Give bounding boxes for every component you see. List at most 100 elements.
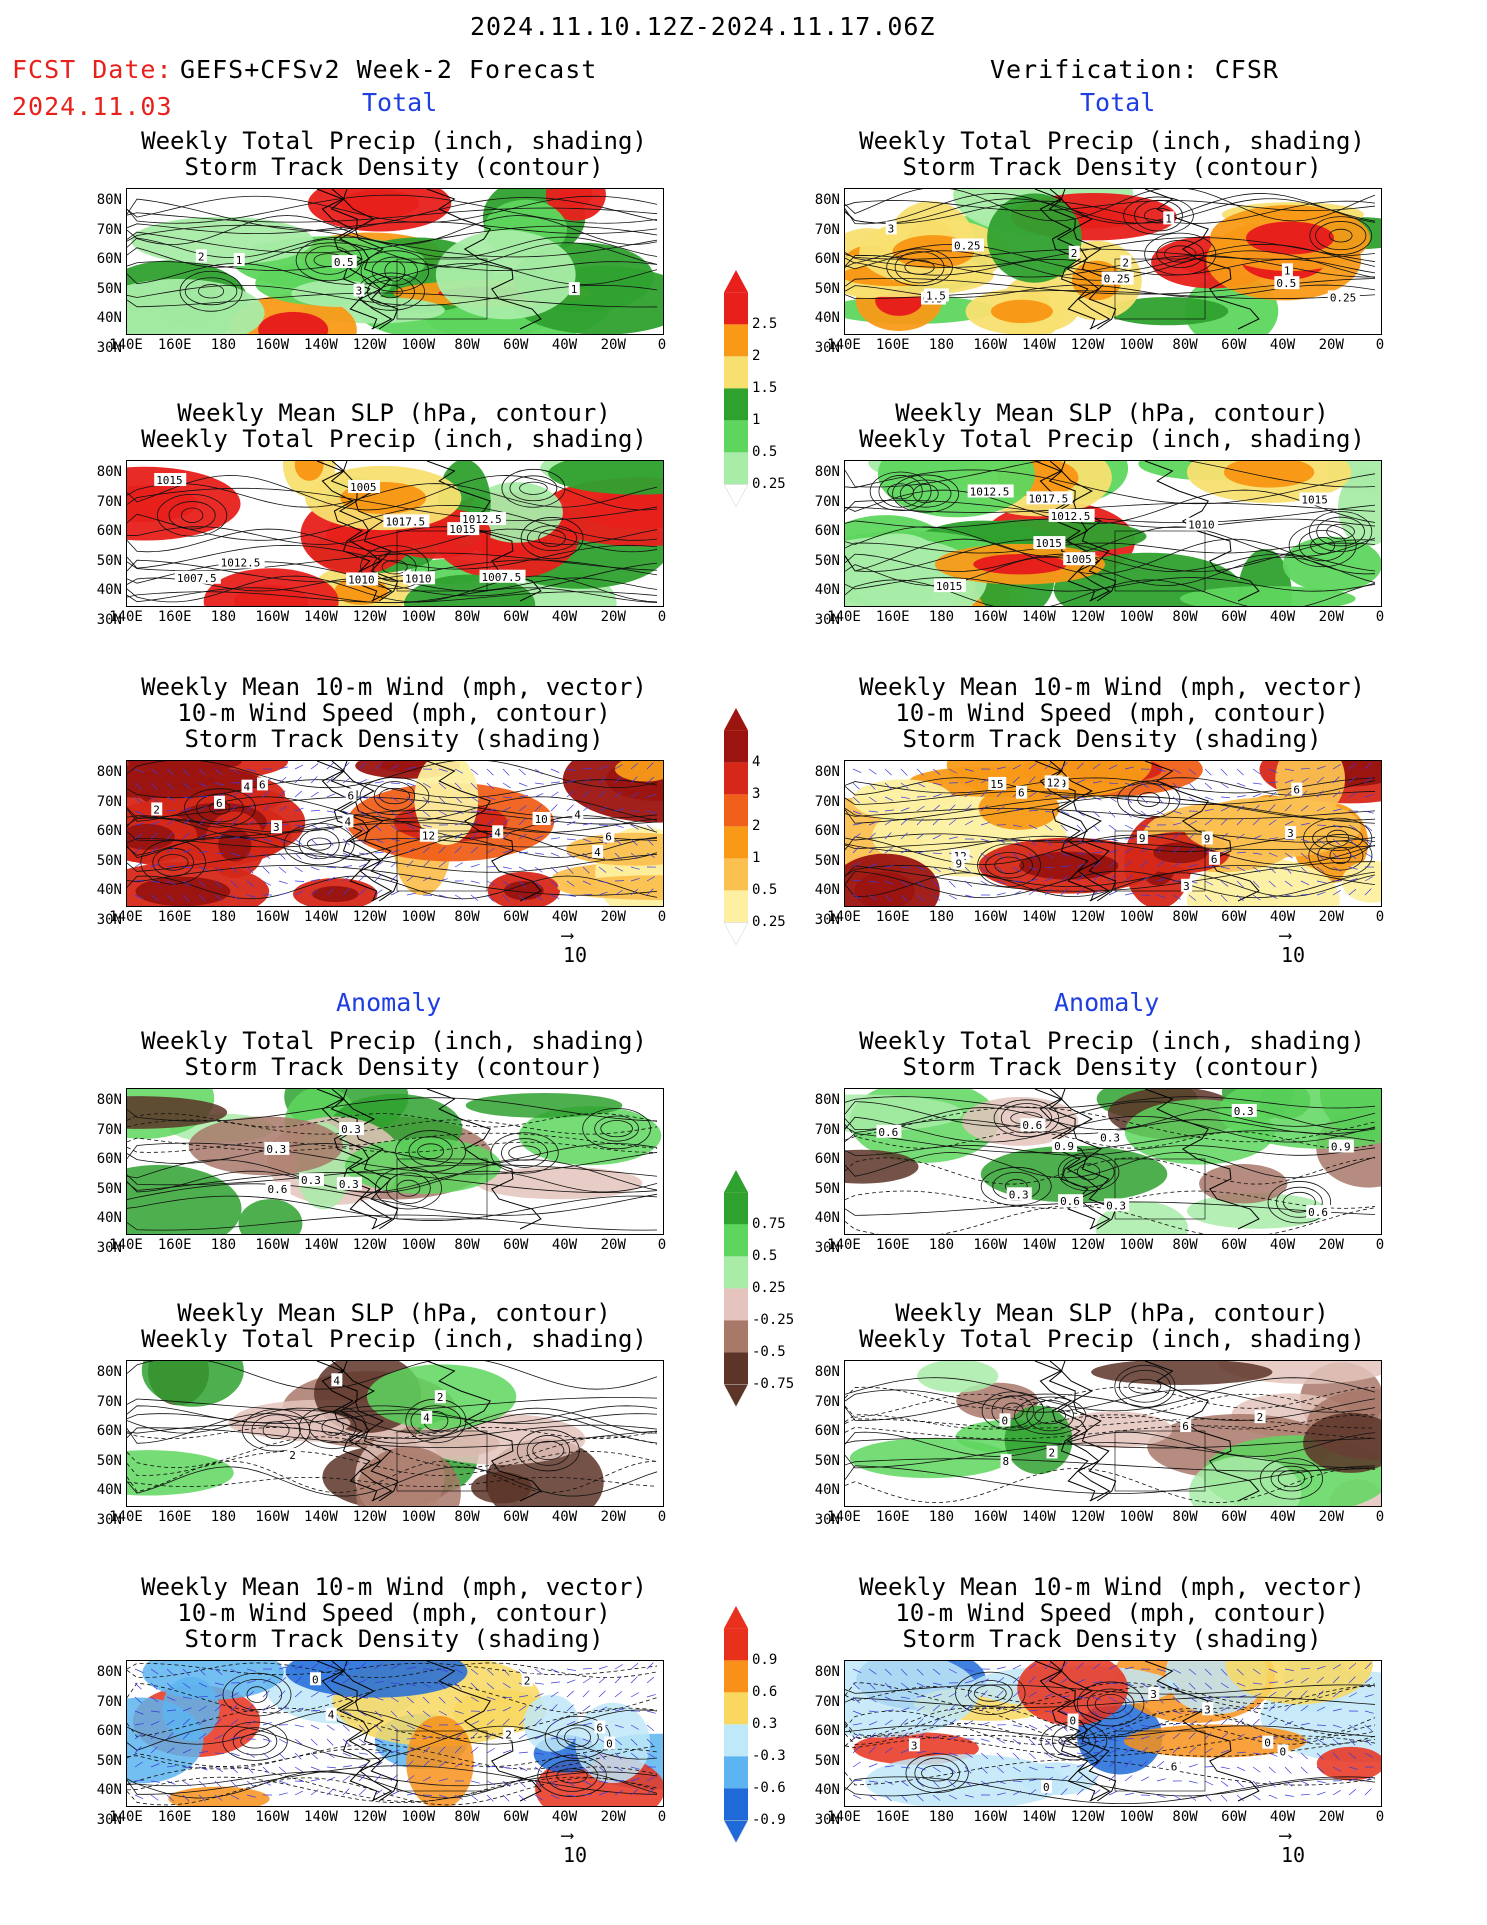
lon-tick-label: 40W — [1269, 1809, 1296, 1825]
wind-vector — [438, 796, 446, 804]
wind-vector — [166, 1682, 174, 1690]
wind-vector — [884, 880, 894, 885]
closed-contour — [1270, 1465, 1313, 1492]
contour-line — [127, 1170, 658, 1193]
wind-vector — [310, 1724, 320, 1730]
wind-vector — [470, 820, 480, 826]
wind-vector — [1188, 1696, 1197, 1702]
colorbar-label: 3 — [752, 786, 761, 803]
wind-vector — [486, 796, 496, 801]
wind-vector — [470, 1780, 480, 1784]
wind-vector — [1076, 1696, 1086, 1699]
lon-tick-label: 180 — [210, 337, 237, 353]
map-image: 0.60.30.30.9 0.90.60.6 0.30.60.3 — [845, 1089, 1381, 1234]
wind-vector — [390, 1774, 398, 1782]
lon-tick-label: 140E — [827, 337, 861, 353]
wind-vector — [1220, 806, 1230, 812]
wind-vector — [1316, 1738, 1325, 1745]
wind-vector — [598, 1766, 607, 1773]
lon-tick-label: 140E — [109, 1509, 143, 1525]
wind-vector — [614, 838, 623, 846]
wind-vector — [326, 1676, 334, 1684]
wind-vector — [932, 880, 940, 888]
wind-vector — [454, 1710, 464, 1714]
wind-vector — [454, 1696, 463, 1704]
wind-vector — [1220, 1749, 1230, 1754]
wind-vector — [1108, 782, 1119, 785]
wind-vector — [374, 810, 382, 818]
wind-vector — [246, 1668, 256, 1672]
lon-tick-label: 40W — [1269, 337, 1296, 353]
closed-contour — [509, 475, 558, 502]
wind-vector — [1108, 1682, 1119, 1685]
wind-vector — [1348, 838, 1356, 846]
wind-vector — [932, 1682, 942, 1686]
lon-tick-label: 140E — [109, 1809, 143, 1825]
wind-vector — [454, 846, 462, 854]
shading-blob — [285, 1661, 468, 1698]
colorbar-graphic — [723, 1606, 749, 1844]
lon-tick-label: 20W — [600, 1237, 626, 1253]
wind-vector — [150, 821, 160, 826]
us-outline — [1114, 830, 1206, 892]
shading-blob — [1337, 469, 1381, 547]
wind-vector — [1156, 894, 1166, 898]
closed-contour — [184, 277, 238, 306]
wind-vector — [566, 1794, 576, 1797]
wind-vector — [406, 796, 415, 804]
wind-vector — [1044, 1724, 1053, 1731]
lon-tick-label: 20W — [1318, 909, 1344, 925]
wind-vector — [470, 768, 479, 775]
colorbar-swatch — [724, 1352, 748, 1385]
wind-vector — [358, 796, 368, 799]
wind-vector — [1300, 1738, 1310, 1743]
colorbar-label: 0.6 — [752, 1684, 778, 1701]
wind-vector — [198, 894, 206, 902]
contour-label-bg — [1186, 517, 1219, 531]
closed-contour — [520, 517, 584, 560]
wind-vector — [1236, 1794, 1244, 1802]
wind-vector — [1044, 824, 1053, 831]
closed-contour — [283, 822, 355, 866]
contour-line — [845, 1722, 1376, 1745]
wind-vector — [214, 866, 223, 873]
wind-vector — [1220, 1718, 1228, 1726]
wind-vector — [1284, 1738, 1294, 1741]
wind-vector — [916, 1705, 925, 1712]
contour-label: 2 — [521, 1673, 533, 1687]
closed-contour — [1117, 780, 1181, 819]
shading-blob — [614, 761, 663, 782]
contour-label: 0.6 — [265, 1181, 291, 1196]
wind-vector — [900, 866, 910, 869]
section-total-verification: Total — [1080, 88, 1156, 117]
lon-tick-label: 160W — [973, 1509, 1008, 1525]
wind-vector — [582, 805, 591, 812]
wind-vector — [1252, 1752, 1262, 1755]
colorbar-swatch — [724, 1256, 748, 1289]
wind-vector — [868, 1763, 878, 1768]
closed-contour — [371, 256, 419, 286]
wind-vector — [1316, 1690, 1324, 1698]
wind-vector — [1076, 1774, 1084, 1782]
wind-vector — [884, 847, 893, 854]
contour-line — [127, 1682, 658, 1714]
wind-vector — [182, 1780, 191, 1787]
wind-vector — [1172, 1794, 1182, 1800]
wind-vector — [900, 818, 908, 826]
contour-label-text: 0.6 — [1022, 1119, 1042, 1132]
contour-label-text: 1007.5 — [482, 571, 522, 584]
wind-vector — [390, 890, 400, 896]
wind-vector — [614, 866, 624, 872]
wind-vector — [550, 781, 560, 784]
wind-vector — [948, 866, 957, 874]
wind-vector — [1044, 810, 1054, 813]
us-outline — [396, 1430, 488, 1492]
contour-line — [127, 853, 658, 873]
wind-vector — [358, 779, 368, 784]
contour-line — [845, 556, 1376, 587]
colorbar-top-arrow — [724, 1606, 748, 1629]
wind-vector — [1172, 1746, 1180, 1754]
wind-vector — [518, 1705, 527, 1712]
wind-vector — [502, 1718, 510, 1726]
coastline — [1060, 189, 1117, 330]
